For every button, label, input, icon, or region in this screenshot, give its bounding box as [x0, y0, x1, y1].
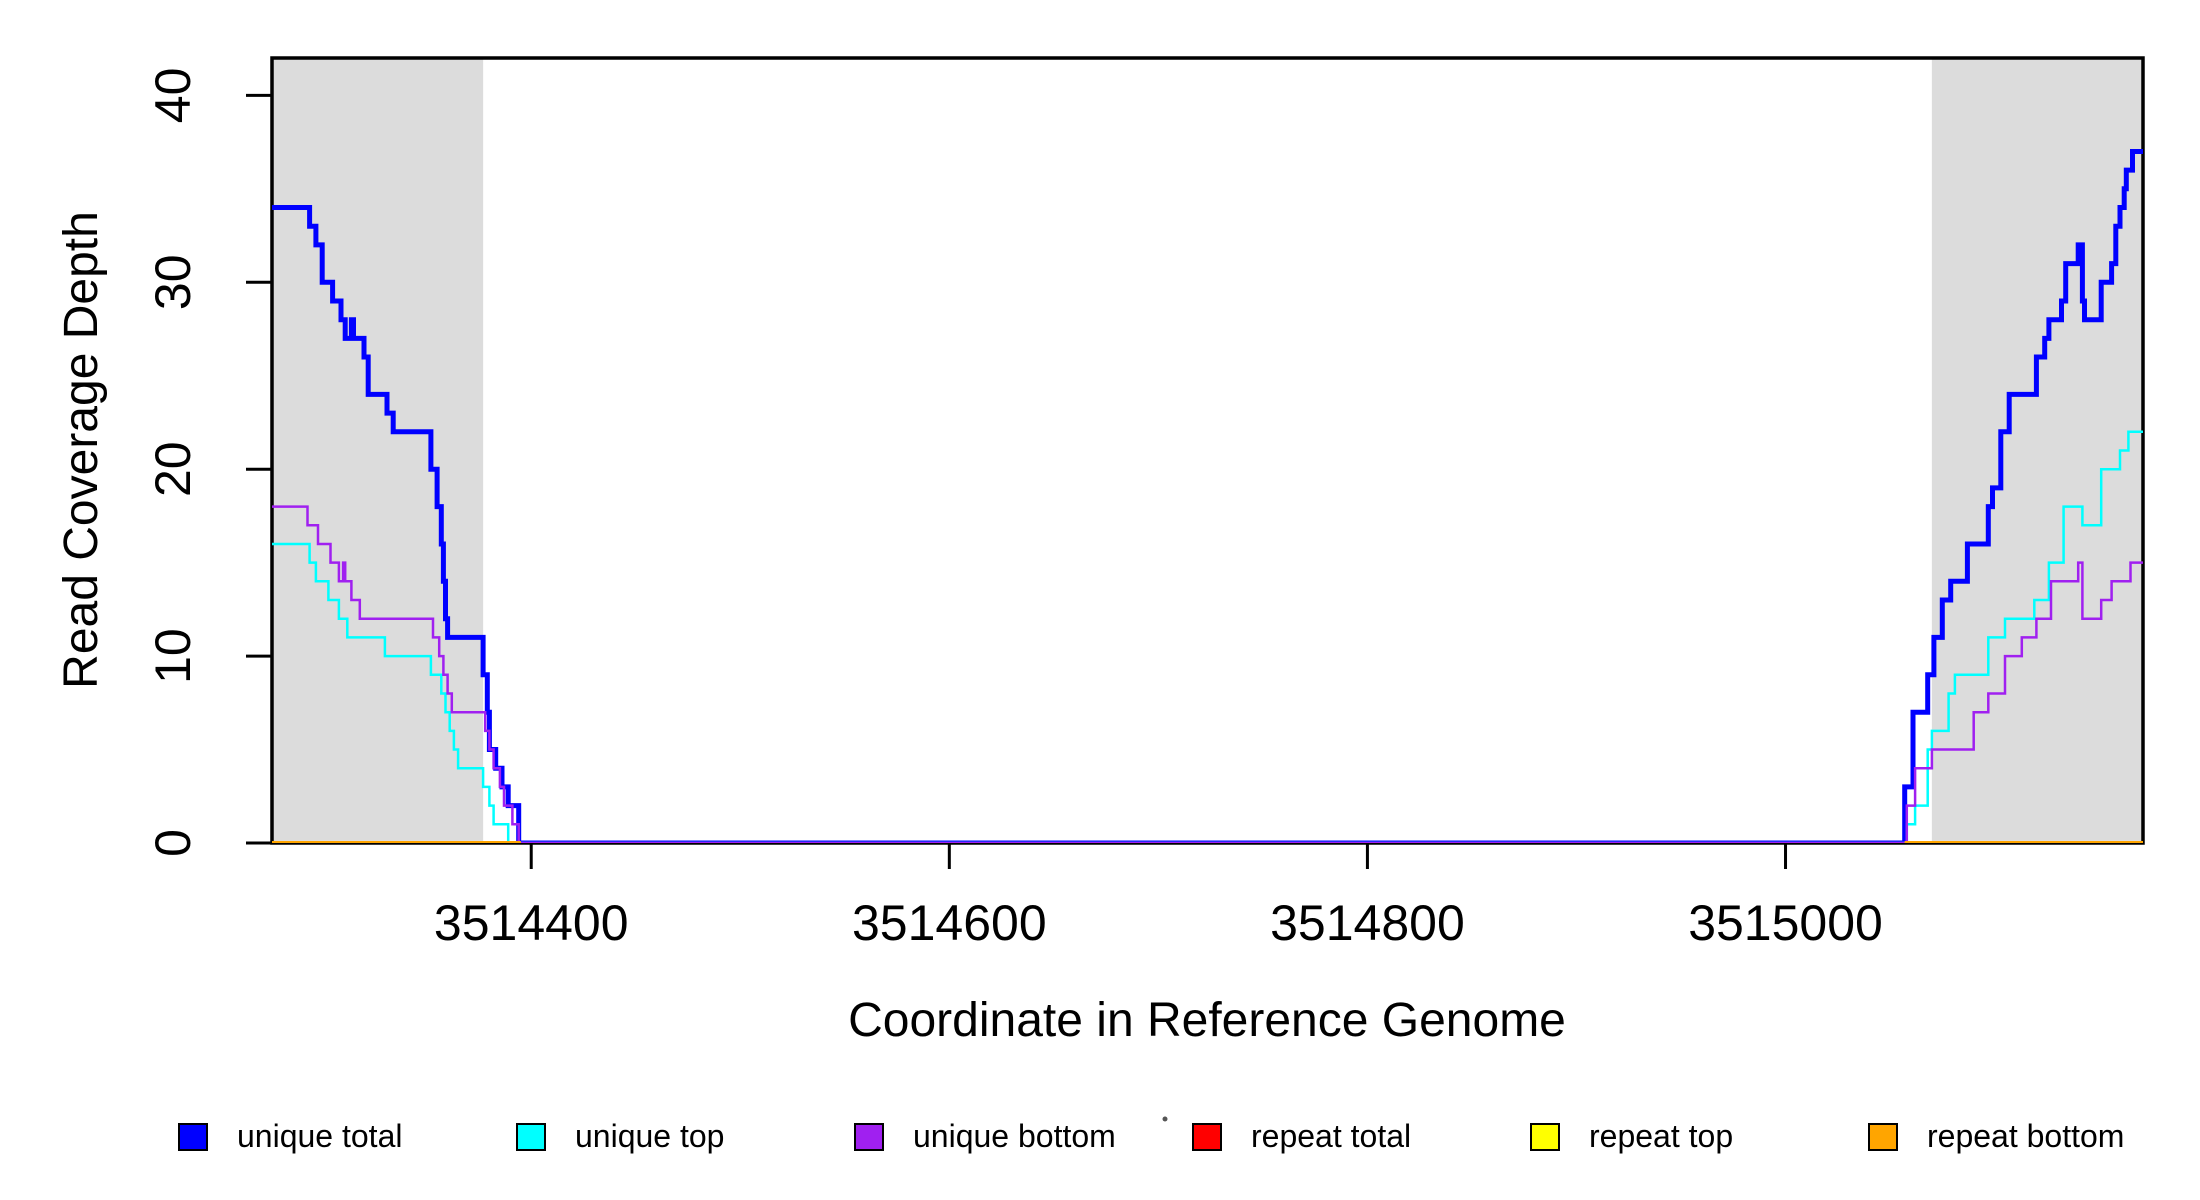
x-axis-title: Coordinate in Reference Genome [848, 994, 1566, 1047]
series-unique-total [272, 149, 2143, 843]
legend-label: repeat top [1589, 1118, 1733, 1154]
series-unique-top [272, 430, 2143, 843]
legend-label: repeat bottom [1927, 1118, 2124, 1154]
legend-swatch [178, 1123, 208, 1151]
series-unique-bottom [272, 505, 2143, 843]
legend-item-unique-bottom: unique bottom [854, 1118, 1116, 1154]
y-tick-label: 40 [145, 68, 201, 124]
legend-label: repeat total [1251, 1118, 1411, 1154]
legend-label: unique total [237, 1118, 402, 1154]
x-tick-label: 3515000 [1688, 895, 1883, 951]
y-axis-title: Read Coverage Depth [55, 211, 108, 689]
y-tick-label: 20 [145, 441, 201, 497]
axes: 3514400 3514600 3514800 3515000 0 10 20 30 40 [145, 68, 1883, 951]
plot-border [270, 56, 2145, 845]
y-tick-label: 30 [145, 254, 201, 310]
legend-label: unique top [575, 1118, 724, 1154]
legend-label: unique bottom [913, 1118, 1116, 1154]
x-tick-label: 3514600 [852, 895, 1047, 951]
legend-item-repeat-total: repeat total [1192, 1118, 1411, 1154]
y-tick-label: 10 [145, 628, 201, 684]
legend-swatch [854, 1123, 884, 1151]
x-tick-label: 3514800 [1270, 895, 1465, 951]
legend-item-repeat-bottom: repeat bottom [1868, 1118, 2124, 1154]
legend-item-unique-top: unique top [516, 1118, 724, 1154]
legend-item-repeat-top: repeat top [1530, 1118, 1733, 1154]
series-lines [272, 149, 2143, 843]
legend-item-unique-total: unique total [178, 1118, 402, 1154]
legend-swatch [1530, 1123, 1560, 1151]
legend-swatch [1192, 1123, 1222, 1151]
x-tick-label: 3514400 [434, 895, 629, 951]
y-tick-label: 0 [145, 829, 201, 857]
repeat-region-shading [272, 58, 2143, 843]
left-repeat-region [272, 58, 484, 843]
legend-swatch [1868, 1123, 1898, 1151]
stray-dot [1162, 1116, 1168, 1122]
legend: unique total unique top unique bottom repea… [178, 1118, 2124, 1154]
right-repeat-region [1931, 58, 2143, 843]
legend-swatch [516, 1123, 546, 1151]
